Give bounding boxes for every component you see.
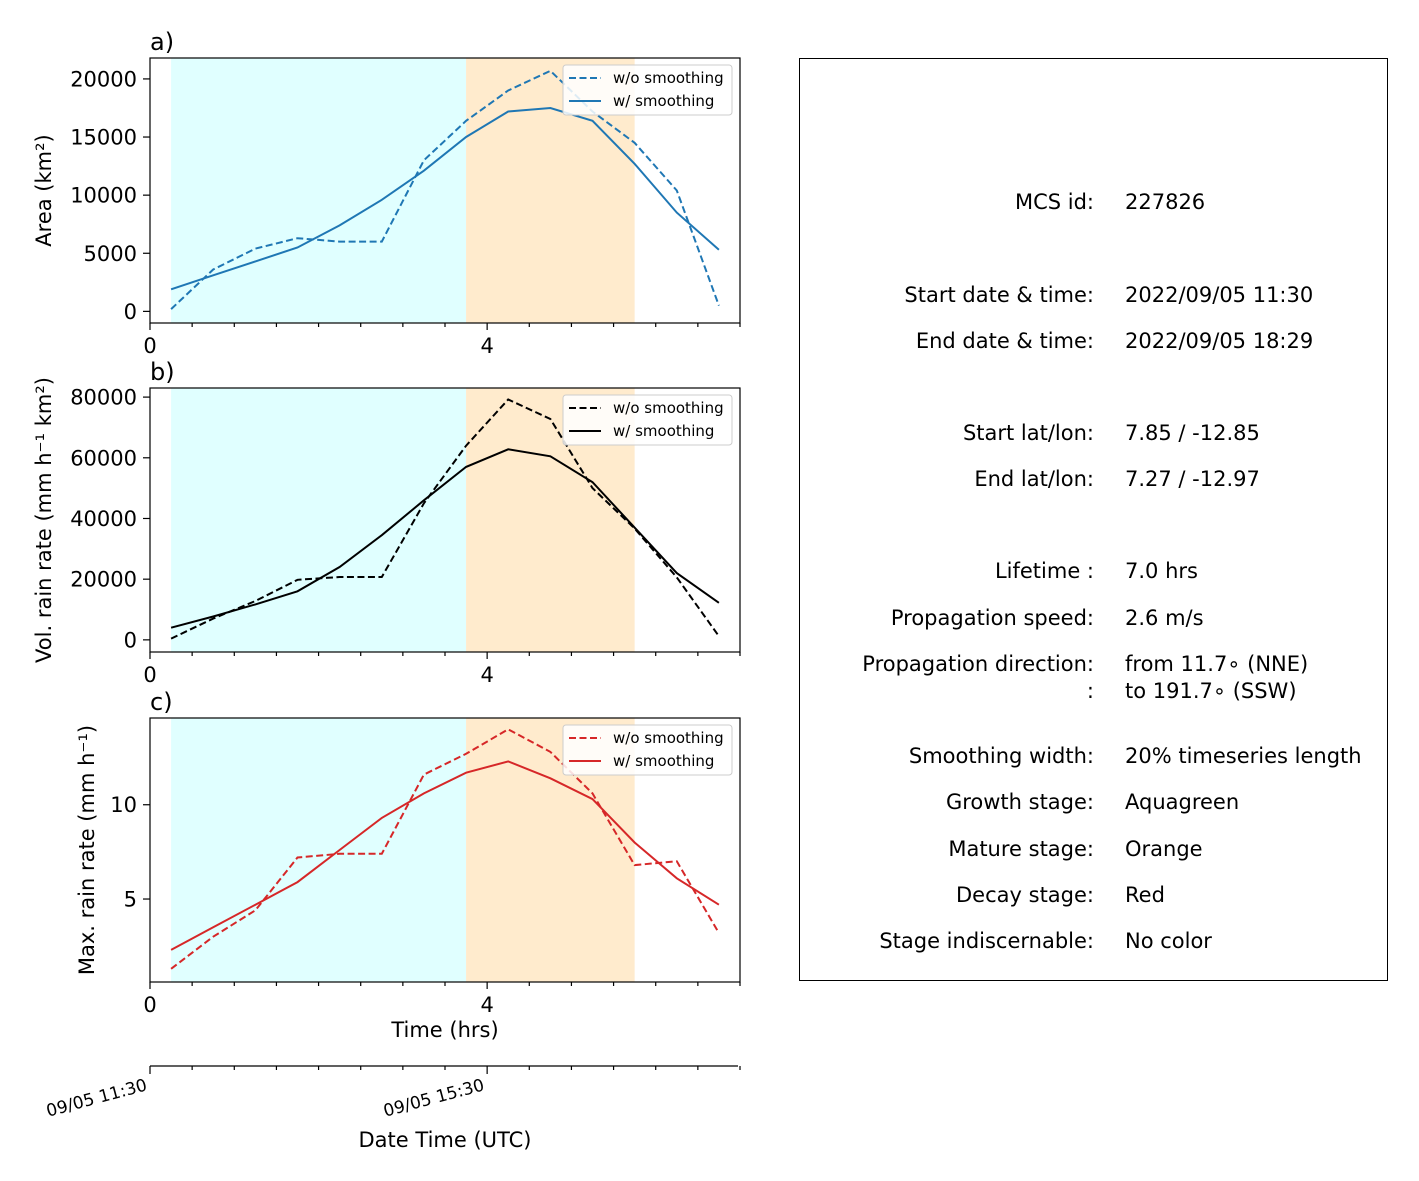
volrain-y-tick-label: 0: [124, 628, 137, 652]
volrain-growth-stage-shading: [171, 388, 467, 652]
decay-label: Decay stage:: [956, 883, 1094, 907]
maxrain-legend-box: [562, 724, 733, 776]
volrain-y-tick-label: 80000: [70, 386, 137, 410]
info-row-smoothing: Smoothing width: 20% timeseries length: [800, 744, 1389, 770]
end-latlon-label: End lat/lon:: [974, 467, 1094, 491]
area-legend-box: [562, 64, 733, 116]
maxrain-growth-stage-shading: [171, 718, 467, 982]
maxrain-legend-label: w/o smoothing: [613, 729, 724, 747]
indiscernable-label: Stage indiscernable:: [879, 929, 1094, 953]
info-row-speed: Propagation speed: 2.6 m/s: [800, 606, 1389, 632]
maxrain-x-axis-label: Time (hrs): [390, 1018, 498, 1042]
end-latlon-value: 7.27 / -12.97: [1125, 467, 1260, 491]
volume-rain-panel: 0 4 0 20000 40000 60000 80000 b) Vol. rain rate …: [32, 358, 741, 687]
maxrain-y-tick-label: 10: [110, 793, 137, 817]
maxrain-legend-label: w/ smoothing: [613, 752, 714, 770]
volrain-y-tick-label: 40000: [70, 507, 137, 531]
info-row-direction-to: : to 191.7∘ (SSW): [800, 679, 1389, 705]
volrain-panel-label: b): [150, 358, 175, 386]
date-axis-label: Date Time (UTC): [359, 1128, 532, 1152]
area-y-tick-label: 15000: [70, 126, 137, 150]
direction-value: from 11.7∘ (NNE): [1125, 652, 1309, 676]
growth-value: Aquagreen: [1125, 790, 1240, 814]
date-time-axis: 09/05 11:30 09/05 15:30 Date Time (UTC): [44, 1065, 741, 1152]
info-row-lifetime: Lifetime : 7.0 hrs: [800, 559, 1389, 585]
area-y-axis-label: Area (km²): [32, 134, 56, 246]
area-legend: w/o smoothing w/ smoothing: [562, 64, 733, 116]
maxrain-panel-label: c): [150, 688, 173, 716]
start-latlon-value: 7.85 / -12.85: [1125, 421, 1260, 445]
maxrain-legend: w/o smoothing w/ smoothing: [562, 724, 733, 776]
end-time-label: End date & time:: [915, 329, 1094, 353]
info-row-indiscernable: Stage indiscernable: No color: [800, 929, 1389, 955]
info-row-decay: Decay stage: Red: [800, 883, 1389, 909]
area-panel: 0 4 0 5000 10000 15000 20000 a) Area (km²) w/o sm…: [32, 28, 741, 358]
info-row-end-latlon: End lat/lon: 7.27 / -12.97: [800, 467, 1389, 493]
direction-label: Propagation direction:: [862, 652, 1094, 676]
area-x-tick-label: 0: [143, 334, 156, 358]
speed-label: Propagation speed:: [890, 606, 1094, 630]
date-axis-tick-label: 09/05 15:30: [381, 1076, 486, 1122]
smoothing-value: 20% timeseries length: [1125, 744, 1362, 768]
end-time-value: 2022/09/05 18:29: [1125, 329, 1314, 353]
volrain-y-tick-label: 20000: [70, 568, 137, 592]
mcs-id-value: 227826: [1125, 190, 1206, 214]
volrain-legend-label: w/ smoothing: [613, 422, 714, 440]
info-row-growth: Growth stage: Aquagreen: [800, 790, 1389, 816]
direction-to-label: :: [1086, 679, 1094, 703]
start-latlon-label: Start lat/lon:: [962, 421, 1094, 445]
area-unsmoothed-line: [170, 69, 720, 310]
growth-label: Growth stage:: [945, 790, 1094, 814]
area-legend-label: w/ smoothing: [613, 92, 714, 110]
max-rain-panel: 0 4 5 10 c) Max. rain rate (mm h⁻¹) Time (hrs)…: [75, 688, 741, 1042]
mcs-info-box: MCS id: 227826 Start date & time: 2022/0…: [799, 58, 1388, 981]
mcs-id-label: MCS id:: [1014, 190, 1094, 214]
maxrain-y-axis-label: Max. rain rate (mm h⁻¹): [75, 725, 99, 975]
volrain-y-tick-label: 60000: [70, 446, 137, 470]
volrain-legend-box: [562, 394, 733, 446]
info-row-end-time: End date & time: 2022/09/05 18:29: [800, 329, 1389, 355]
direction-to-value: to 191.7∘ (SSW): [1125, 679, 1297, 703]
volrain-legend: w/o smoothing w/ smoothing: [562, 394, 733, 446]
info-row-start-latlon: Start lat/lon: 7.85 / -12.85: [800, 421, 1389, 447]
maxrain-unsmoothed-line: [170, 728, 720, 970]
lifetime-label: Lifetime :: [994, 559, 1094, 583]
date-axis-tick-label: 09/05 11:30: [44, 1076, 149, 1122]
volrain-smoothed-line: [170, 448, 720, 629]
volrain-unsmoothed-line: [170, 398, 720, 640]
info-row-start-time: Start date & time: 2022/09/05 11:30: [800, 283, 1389, 309]
volrain-x-tick-label: 0: [143, 663, 156, 687]
area-legend-label: w/o smoothing: [613, 69, 724, 87]
volrain-y-axis-label: Vol. rain rate (mm h⁻¹ km²): [32, 377, 56, 663]
volrain-legend-label: w/o smoothing: [613, 399, 724, 417]
speed-value: 2.6 m/s: [1125, 606, 1204, 630]
area-growth-stage-shading: [171, 58, 467, 323]
volrain-x-tick-label: 4: [480, 663, 493, 687]
indiscernable-value: No color: [1125, 929, 1212, 953]
decay-value: Red: [1125, 883, 1165, 907]
maxrain-x-tick-label: 0: [143, 993, 156, 1017]
area-x-tick-label: 4: [480, 334, 493, 358]
area-y-tick-label: 0: [124, 300, 137, 324]
area-panel-label: a): [150, 28, 174, 56]
area-y-tick-label: 10000: [70, 184, 137, 208]
smoothing-label: Smoothing width:: [908, 744, 1094, 768]
mature-label: Mature stage:: [948, 837, 1094, 861]
start-time-label: Start date & time:: [904, 283, 1094, 307]
maxrain-y-tick-label: 5: [124, 888, 137, 912]
area-smoothed-line: [170, 106, 720, 291]
info-row-mcs-id: MCS id: 227826: [800, 190, 1389, 216]
maxrain-smoothed-line: [170, 760, 720, 951]
maxrain-x-tick-label: 4: [480, 993, 493, 1017]
info-row-mature: Mature stage: Orange: [800, 837, 1389, 863]
area-y-tick-label: 5000: [84, 242, 137, 266]
start-time-value: 2022/09/05 11:30: [1125, 283, 1314, 307]
area-y-tick-label: 20000: [70, 67, 137, 91]
mature-value: Orange: [1125, 837, 1203, 861]
info-row-direction: Propagation direction: from 11.7∘ (NNE): [800, 652, 1389, 678]
lifetime-value: 7.0 hrs: [1125, 559, 1198, 583]
